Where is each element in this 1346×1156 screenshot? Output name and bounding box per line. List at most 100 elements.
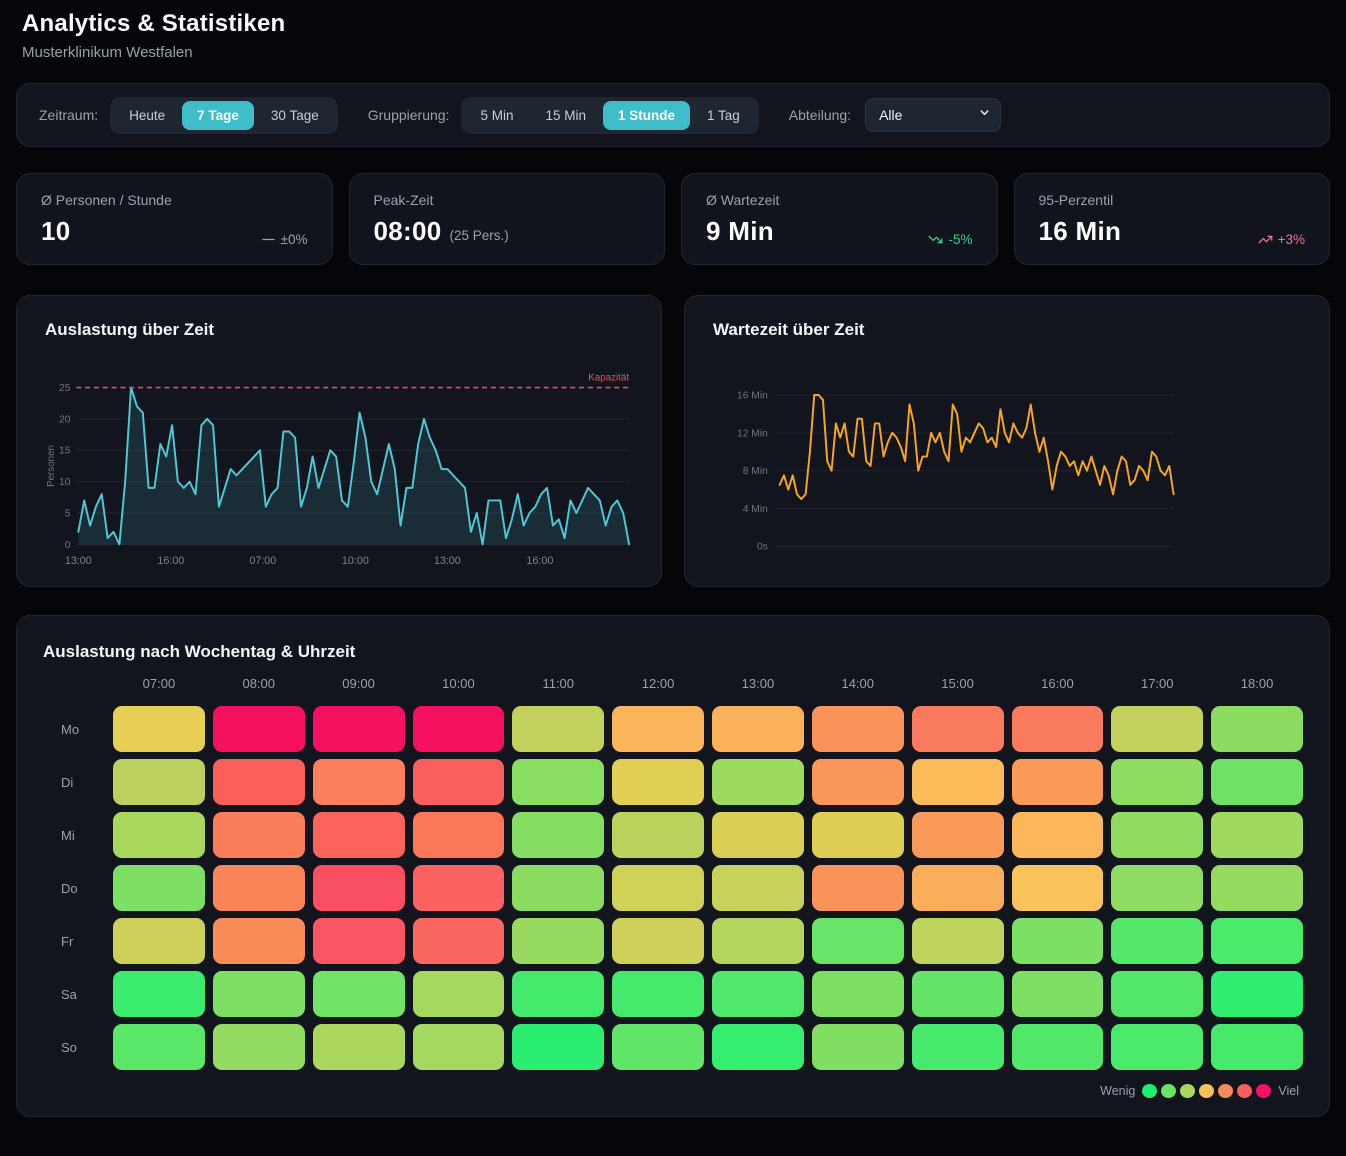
heatmap-cell-fr-1600[interactable] — [1012, 918, 1104, 964]
svg-text:13:00: 13:00 — [65, 555, 92, 567]
heatmap-cell-mi-1100[interactable] — [512, 812, 604, 858]
heatmap-cell-mo-1700[interactable] — [1111, 706, 1203, 752]
heatmap-cell-so-1000[interactable] — [413, 1024, 505, 1070]
heatmap-cell-sa-1200[interactable] — [612, 971, 704, 1017]
heatmap-cell-mi-0800[interactable] — [213, 812, 305, 858]
heatmap-cell-mi-1200[interactable] — [612, 812, 704, 858]
heatmap-cell-di-1300[interactable] — [712, 759, 804, 805]
heatmap-cell-so-0800[interactable] — [213, 1024, 305, 1070]
waittime-chart-title: Wartezeit über Zeit — [713, 320, 1301, 340]
heatmap-cell-sa-0900[interactable] — [313, 971, 405, 1017]
heatmap-cell-do-1800[interactable] — [1211, 865, 1303, 911]
heatmap-cell-mi-1700[interactable] — [1111, 812, 1203, 858]
gruppierung-option-1-stunde[interactable]: 1 Stunde — [603, 101, 690, 130]
heatmap-cell-mi-1600[interactable] — [1012, 812, 1104, 858]
zeitraum-option-heute[interactable]: Heute — [114, 101, 180, 130]
heatmap-cell-fr-0700[interactable] — [113, 918, 205, 964]
heatmap-cell-mo-0700[interactable] — [113, 706, 205, 752]
heatmap-cell-mo-1500[interactable] — [912, 706, 1004, 752]
heatmap-cell-fr-0900[interactable] — [313, 918, 405, 964]
heatmap-cell-di-0700[interactable] — [113, 759, 205, 805]
heatmap-cell-sa-1800[interactable] — [1211, 971, 1303, 1017]
abteilung-select[interactable]: Alle — [865, 98, 1001, 132]
heatmap-cell-do-1600[interactable] — [1012, 865, 1104, 911]
heatmap-cell-do-1500[interactable] — [912, 865, 1004, 911]
heatmap-cell-mo-1300[interactable] — [712, 706, 804, 752]
heatmap-cell-so-1600[interactable] — [1012, 1024, 1104, 1070]
heatmap-cell-sa-1000[interactable] — [413, 971, 505, 1017]
heatmap-cell-sa-1100[interactable] — [512, 971, 604, 1017]
heatmap-cell-mo-1200[interactable] — [612, 706, 704, 752]
stat-suffix: (25 Pers.) — [450, 228, 509, 243]
heatmap-cell-sa-1400[interactable] — [812, 971, 904, 1017]
gruppierung-option-5-min[interactable]: 5 Min — [465, 101, 528, 130]
heatmap-cell-di-0900[interactable] — [313, 759, 405, 805]
heatmap-cell-mi-0700[interactable] — [113, 812, 205, 858]
heatmap-cell-so-0700[interactable] — [113, 1024, 205, 1070]
heatmap-cell-mo-0800[interactable] — [213, 706, 305, 752]
heatmap-cell-do-1400[interactable] — [812, 865, 904, 911]
heatmap-cell-so-1300[interactable] — [712, 1024, 804, 1070]
stat-value: 9 Min — [706, 216, 774, 247]
gruppierung-option-1-tag[interactable]: 1 Tag — [692, 101, 755, 130]
heatmap-cell-mi-1300[interactable] — [712, 812, 804, 858]
filter-bar: Zeitraum: Heute7 Tage30 Tage Gruppierung… — [16, 83, 1330, 147]
heatmap-cell-fr-1100[interactable] — [512, 918, 604, 964]
heatmap-cell-di-1700[interactable] — [1111, 759, 1203, 805]
heatmap-cell-di-1400[interactable] — [812, 759, 904, 805]
heatmap-cell-do-1200[interactable] — [612, 865, 704, 911]
heatmap-cell-mo-1600[interactable] — [1012, 706, 1104, 752]
heatmap-cell-sa-0700[interactable] — [113, 971, 205, 1017]
heatmap-cell-so-1700[interactable] — [1111, 1024, 1203, 1070]
heatmap-cell-so-0900[interactable] — [313, 1024, 405, 1070]
heatmap-cell-fr-1300[interactable] — [712, 918, 804, 964]
heatmap-cell-mi-1800[interactable] — [1211, 812, 1303, 858]
heatmap-cell-do-1700[interactable] — [1111, 865, 1203, 911]
heatmap-cell-mi-0900[interactable] — [313, 812, 405, 858]
heatmap-cell-sa-0800[interactable] — [213, 971, 305, 1017]
heatmap-cell-so-1200[interactable] — [612, 1024, 704, 1070]
heatmap-cell-di-0800[interactable] — [213, 759, 305, 805]
heatmap-cell-do-0800[interactable] — [213, 865, 305, 911]
heatmap-cell-sa-1600[interactable] — [1012, 971, 1104, 1017]
heatmap-cell-di-1100[interactable] — [512, 759, 604, 805]
heatmap-cell-di-1800[interactable] — [1211, 759, 1303, 805]
heatmap-cell-di-1000[interactable] — [413, 759, 505, 805]
heatmap-cell-mo-1100[interactable] — [512, 706, 604, 752]
heatmap-cell-mi-1500[interactable] — [912, 812, 1004, 858]
zeitraum-option-30-tage[interactable]: 30 Tage — [256, 101, 334, 130]
heatmap-cell-sa-1300[interactable] — [712, 971, 804, 1017]
heatmap-cell-mi-1400[interactable] — [812, 812, 904, 858]
heatmap-cell-do-0700[interactable] — [113, 865, 205, 911]
heatmap-cell-do-1300[interactable] — [712, 865, 804, 911]
heatmap-cell-di-1600[interactable] — [1012, 759, 1104, 805]
heatmap-cell-do-1000[interactable] — [413, 865, 505, 911]
heatmap-cell-do-1100[interactable] — [512, 865, 604, 911]
heatmap-cell-di-1200[interactable] — [612, 759, 704, 805]
gruppierung-option-15-min[interactable]: 15 Min — [530, 101, 601, 130]
heatmap-cell-do-0900[interactable] — [313, 865, 405, 911]
heatmap-cell-fr-1000[interactable] — [413, 918, 505, 964]
heatmap-cell-fr-1200[interactable] — [612, 918, 704, 964]
heatmap-cell-fr-1500[interactable] — [912, 918, 1004, 964]
heatmap-hour-label: 17:00 — [1111, 676, 1203, 699]
heatmap-cell-fr-1700[interactable] — [1111, 918, 1203, 964]
abteilung-select-wrap: Alle — [865, 98, 1001, 132]
heatmap-cell-fr-0800[interactable] — [213, 918, 305, 964]
heatmap-cell-mo-1800[interactable] — [1211, 706, 1303, 752]
heatmap-cell-di-1500[interactable] — [912, 759, 1004, 805]
heatmap-cell-so-1800[interactable] — [1211, 1024, 1303, 1070]
heatmap-cell-fr-1400[interactable] — [812, 918, 904, 964]
heatmap-cell-sa-1500[interactable] — [912, 971, 1004, 1017]
heatmap-cell-so-1100[interactable] — [512, 1024, 604, 1070]
heatmap-cell-so-1400[interactable] — [812, 1024, 904, 1070]
heatmap-cell-so-1500[interactable] — [912, 1024, 1004, 1070]
heatmap-cell-mo-1000[interactable] — [413, 706, 505, 752]
heatmap-cell-mo-0900[interactable] — [313, 706, 405, 752]
heatmap-cell-mi-1000[interactable] — [413, 812, 505, 858]
heatmap-cell-sa-1700[interactable] — [1111, 971, 1203, 1017]
heatmap-cell-fr-1800[interactable] — [1211, 918, 1303, 964]
heatmap-cell-mo-1400[interactable] — [812, 706, 904, 752]
zeitraum-option-7-tage[interactable]: 7 Tage — [182, 101, 254, 130]
heatmap-hour-label: 13:00 — [712, 676, 804, 699]
